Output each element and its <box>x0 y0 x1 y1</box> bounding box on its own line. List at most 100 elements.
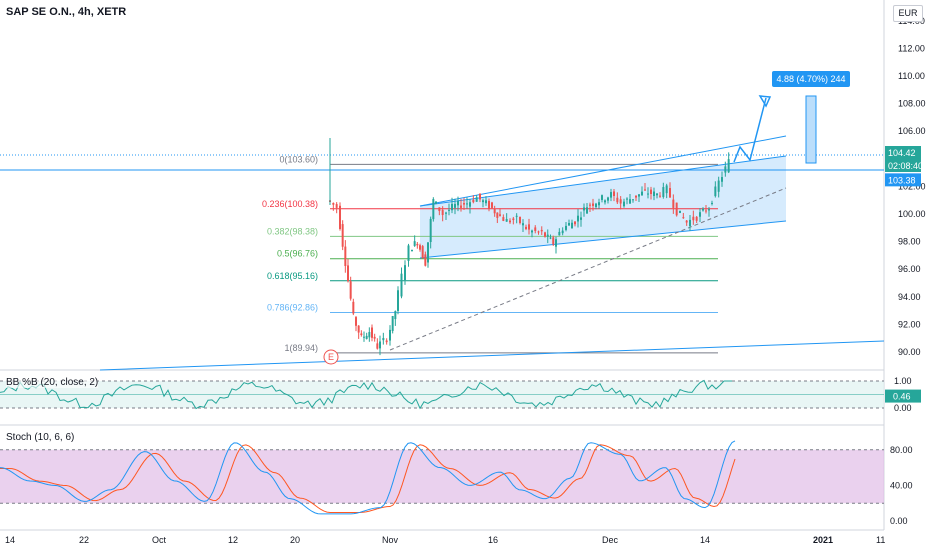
price-badge-label: 103.38 <box>888 175 916 185</box>
candle-body <box>531 230 533 233</box>
fib-level-label: 0(103.60) <box>279 154 318 164</box>
candle-body <box>598 202 600 206</box>
candle-body <box>355 317 357 326</box>
time-tick-label: Dec <box>602 535 619 545</box>
candle-body <box>357 325 360 333</box>
candle-body <box>544 232 546 237</box>
candle-body <box>525 226 527 230</box>
candle-body <box>479 193 481 200</box>
candle-body <box>482 200 484 203</box>
candle-body <box>574 221 576 225</box>
price-tick-label: 110.00 <box>898 71 925 81</box>
price-axis[interactable]: 114.00112.00110.00108.00106.00102.00100.… <box>885 16 926 357</box>
measure-label-box <box>772 71 850 87</box>
candle-body <box>675 202 678 216</box>
candle-body <box>419 245 421 250</box>
price-tick-label: 92.00 <box>898 319 921 329</box>
candle-body <box>454 204 456 208</box>
candle-body <box>619 199 622 204</box>
candle-body <box>335 204 338 208</box>
bb-label: BB %B (20, close, 2) <box>6 377 99 388</box>
candle-body <box>491 202 493 208</box>
measure-label: 4.88 (4.70%) 244 <box>776 74 845 84</box>
candle-body <box>411 250 413 252</box>
fib-level-label: 0.786(92.86) <box>267 303 318 313</box>
candle-body <box>692 216 695 221</box>
candle-body <box>373 336 376 339</box>
candle-body <box>685 220 688 223</box>
candle-body <box>365 335 368 339</box>
candle-body <box>610 192 612 198</box>
earnings-marker <box>323 349 339 365</box>
candle-body <box>488 200 490 209</box>
candle-body <box>577 215 579 222</box>
stoch-tick-label: 0.00 <box>890 516 908 526</box>
fib-level-label: 0.5(96.76) <box>277 249 318 259</box>
candle-body <box>427 242 429 263</box>
time-tick-label: 2021 <box>813 535 833 545</box>
candle-body <box>441 209 444 216</box>
time-tick-label: 11 <box>876 535 885 545</box>
candle-body <box>360 333 363 336</box>
candle-body <box>607 197 609 201</box>
candle-body <box>571 222 573 229</box>
fib-levels: 0(103.60) 0.236(100.38) 0.382(98.38) 0.5(96… <box>262 154 718 354</box>
candle-body <box>528 224 530 230</box>
candle-body <box>635 195 637 198</box>
candle-body <box>659 195 661 197</box>
trend-line <box>99 340 885 371</box>
candle-body <box>332 202 335 205</box>
stoch-tick-label: 40.00 <box>890 480 913 490</box>
candle-body <box>432 199 435 220</box>
candle-body <box>711 202 713 204</box>
candle-body <box>534 227 537 232</box>
candle-body <box>537 231 540 233</box>
candle-body <box>626 198 628 200</box>
fib-level-label: 0.618(95.16) <box>267 271 318 281</box>
currency-badge[interactable]: EUR <box>893 5 923 22</box>
price-tick-label: 90.00 <box>898 347 921 357</box>
fib-level-label: 0.382(98.38) <box>267 226 318 236</box>
price-pane: 0(103.60) 0.236(100.38) 0.382(98.38) 0.5(96… <box>0 71 885 371</box>
candle-body <box>519 217 521 224</box>
candle-body <box>379 341 381 349</box>
candle-body <box>457 200 459 206</box>
candle-body <box>424 254 427 266</box>
candle-body <box>421 246 424 259</box>
candle-body <box>623 201 625 207</box>
candle-body <box>368 332 371 338</box>
price-badge-label: 104.42 <box>888 148 916 158</box>
candle-body <box>451 203 453 211</box>
time-axis[interactable]: 14 22 Oct 12 20 Nov 16 Dec 14 2021 11 <box>5 535 885 545</box>
stoch-tick-label: 80.00 <box>890 445 913 455</box>
candle-body <box>656 193 658 196</box>
candle-body <box>721 177 723 182</box>
price-badge-label: 02:08:40 <box>888 161 923 171</box>
time-tick-label: 16 <box>488 535 498 545</box>
candle-body <box>499 214 501 216</box>
candle-body <box>371 327 373 338</box>
price-tick-label: 98.00 <box>898 237 921 247</box>
candle-body <box>394 311 397 320</box>
candle-body <box>496 212 499 218</box>
candle-body <box>669 188 671 198</box>
price-badge <box>885 146 921 160</box>
candle-body <box>540 229 543 232</box>
candle-body <box>466 203 468 205</box>
time-tick-label: 14 <box>700 535 710 545</box>
measure-range <box>805 95 817 164</box>
candle-body <box>407 245 410 261</box>
candle-body <box>580 217 582 220</box>
candle-body <box>509 220 511 223</box>
bb-value-badge <box>885 389 921 403</box>
time-tick-label: 22 <box>79 535 89 545</box>
candle-body <box>727 159 730 173</box>
stoch-k-line <box>0 440 736 515</box>
candle-body <box>604 200 606 203</box>
price-tick-label: 108.00 <box>898 99 926 109</box>
candle-body <box>397 290 399 311</box>
candle-body <box>416 243 419 246</box>
candle-body <box>385 340 388 343</box>
price-tick-label: 102.00 <box>898 181 926 191</box>
